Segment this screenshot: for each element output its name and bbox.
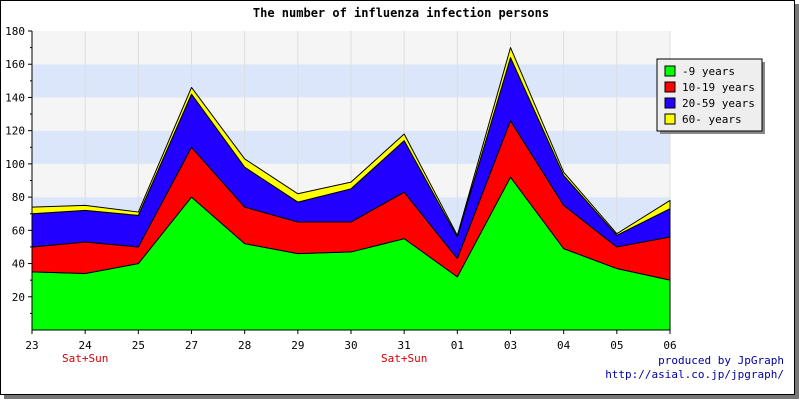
credit-link[interactable]: http://asial.co.jp/jpgraph/ <box>605 368 784 381</box>
legend-label: 10-19 years <box>682 81 755 94</box>
legend-swatch <box>664 65 676 77</box>
x-tick-label: 23 <box>25 339 38 352</box>
x-tick-label: 03 <box>504 339 517 352</box>
area-series <box>31 47 671 331</box>
x-tick-label: 06 <box>663 339 676 352</box>
legend-swatch <box>664 113 676 125</box>
y-tick-label: 140 <box>5 91 25 104</box>
x-tick-label: 28 <box>238 339 251 352</box>
x-tick-label: 30 <box>344 339 357 352</box>
x-tick-label: 25 <box>132 339 145 352</box>
series-area-3 <box>31 47 671 238</box>
y-tick-label: 20 <box>12 291 25 304</box>
y-tick-label: 40 <box>12 258 25 271</box>
y-tick-label: 160 <box>5 58 25 71</box>
x-tick-label: 01 <box>451 339 464 352</box>
legend-label: -9 years <box>682 65 735 78</box>
y-tick-label: 60 <box>12 224 25 237</box>
x-tick-label: 24 <box>79 339 93 352</box>
legend-label: 20-59 years <box>682 97 755 110</box>
y-tick-label: 80 <box>12 191 25 204</box>
area-chart: The number of influenza infection person… <box>5 6 765 365</box>
x-tick-label: 31 <box>398 339 411 352</box>
credit: produced by JpGraph http://asial.co.jp/j… <box>605 354 784 382</box>
x-weekend-label: Sat+Sun <box>381 352 427 365</box>
x-tick-label: 05 <box>610 339 623 352</box>
legend-swatch <box>664 97 676 109</box>
x-weekend-label: Sat+Sun <box>62 352 108 365</box>
legend: -9 years 10-19 years 20-59 years 60- years <box>656 58 765 134</box>
legend-swatch <box>664 81 676 93</box>
chart-title: The number of influenza infection person… <box>253 6 549 20</box>
x-tick-label: 27 <box>185 339 198 352</box>
legend-label: 60- years <box>682 113 742 126</box>
x-tick-label: 04 <box>557 339 571 352</box>
credit-line-1: produced by JpGraph <box>658 354 784 367</box>
y-tick-label: 100 <box>5 158 25 171</box>
y-tick-label: 120 <box>5 125 25 138</box>
x-tick-label: 29 <box>291 339 304 352</box>
y-tick-label: 180 <box>5 25 25 38</box>
